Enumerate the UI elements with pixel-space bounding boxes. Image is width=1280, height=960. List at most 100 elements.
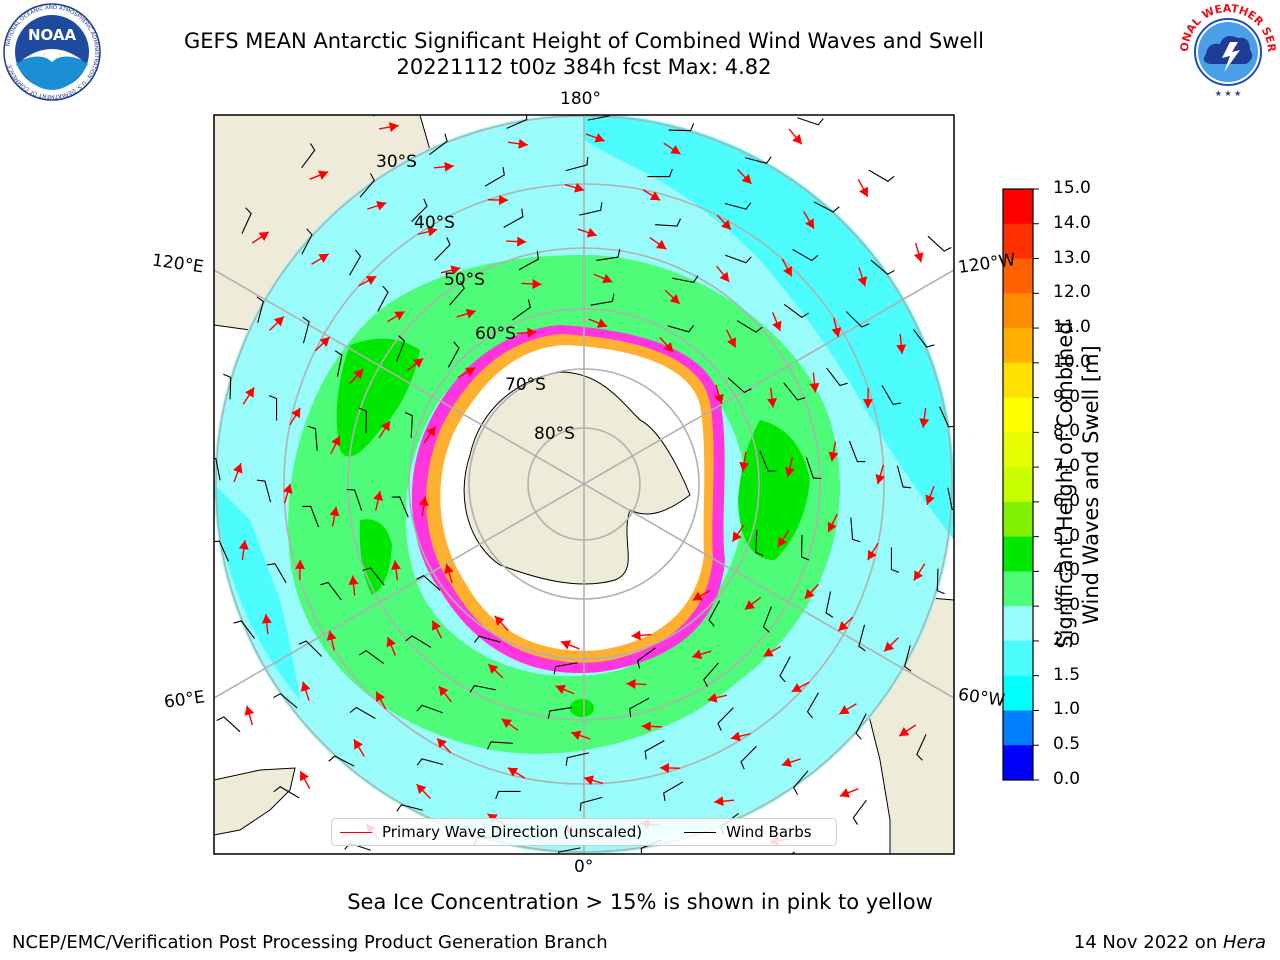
- wave-direction-arrowhead: [518, 138, 528, 149]
- wind-barb: [484, 167, 505, 187]
- wind-barb: [268, 395, 278, 421]
- wave-direction-arrowhead: [319, 337, 330, 347]
- graticule: [214, 115, 954, 854]
- noaa-logo: NOAA NATIONAL OCEANIC AND ATMOSPHERIC AD…: [3, 3, 101, 101]
- wind-barb: [845, 311, 870, 328]
- wave-direction-arrowhead: [925, 494, 935, 505]
- colorbar-tick-label: 4.0: [1053, 560, 1081, 581]
- wind-barb: [273, 693, 298, 709]
- wind-barb: [267, 563, 287, 584]
- wave-direction-arrowhead: [571, 730, 582, 741]
- colorbar-segment: [1003, 571, 1033, 607]
- wind-barb: [759, 450, 777, 472]
- wave-direction-arrowhead: [418, 496, 429, 507]
- wave-direction-arrowhead: [450, 265, 461, 276]
- wind-barb: [725, 254, 752, 264]
- wave-direction-arrowhead: [326, 630, 337, 641]
- colorbar-tick-label: 10.0: [1053, 351, 1091, 372]
- wind-barb: [404, 411, 413, 438]
- wave-direction-arrowhead: [899, 726, 910, 737]
- wind-barb: [416, 758, 444, 766]
- wind-barb: [579, 796, 603, 812]
- wave-direction-arrowhead: [913, 570, 923, 581]
- wave-direction-arrowhead: [416, 784, 427, 795]
- wind-barb: [553, 662, 578, 675]
- wave-direction-arrowhead: [464, 367, 476, 377]
- wave-direction-arrowhead: [781, 757, 792, 768]
- colorbar-tick-label: 13.0: [1053, 247, 1091, 268]
- colorbar-tick-label: 8.0: [1053, 421, 1081, 442]
- colorbar-segment: [1003, 710, 1033, 746]
- colorbar-segment: [1003, 328, 1033, 364]
- colorbar-tick-label: 0.5: [1053, 734, 1081, 755]
- wind-barb: [373, 115, 376, 117]
- wave-direction-arrowhead: [791, 683, 802, 692]
- lat-label-60s: 60°S: [475, 324, 516, 344]
- wind-barb: [359, 650, 385, 665]
- lat-label-80s: 80°S: [534, 424, 575, 444]
- wave-direction-arrowhead: [245, 387, 255, 398]
- wave-direction-arrowhead: [494, 615, 505, 626]
- wave-direction-arrowhead: [282, 483, 293, 494]
- wind-barb: [868, 169, 895, 182]
- wave-direction-arrowhead: [827, 521, 837, 533]
- wind-barb: [469, 684, 497, 693]
- colorbar: [1003, 188, 1039, 781]
- wave-direction-arrowhead: [273, 316, 284, 327]
- wind-barb: [518, 251, 539, 271]
- wave-direction-arrowhead: [692, 649, 703, 660]
- wave-direction-arrowhead: [594, 133, 605, 143]
- wind-barb: [667, 325, 695, 333]
- wave-direction-arrowhead: [527, 327, 537, 338]
- wave-direction-arrowhead: [353, 739, 363, 750]
- wind-barb: [512, 299, 531, 321]
- wave-direction-arrowhead: [626, 678, 636, 689]
- wind-barb: [870, 259, 895, 275]
- wind-barb: [703, 662, 719, 688]
- wave-direction-arrowhead: [317, 170, 329, 180]
- wave-direction-arrowhead: [913, 252, 924, 263]
- wind-barb: [663, 781, 684, 801]
- colorbar-tick-label: 11.0: [1053, 317, 1091, 338]
- wave-direction-arrowhead: [437, 738, 447, 749]
- noaa-logo-text: NOAA: [28, 26, 77, 44]
- colorbar-segment: [1003, 397, 1033, 433]
- lat-label-70s: 70°S: [505, 375, 546, 395]
- wind-barb: [396, 804, 423, 812]
- wind-barb: [579, 202, 603, 216]
- wind-barb: [416, 704, 443, 714]
- wave-direction-arrowhead: [488, 664, 499, 674]
- wind-barb: [273, 786, 300, 799]
- sea-ice-note: Sea Ice Concentration > 15% is shown in …: [347, 890, 933, 914]
- footer-date: 14 Nov 2022 on Hera: [1073, 932, 1266, 953]
- wave-direction-arrowhead: [727, 337, 736, 348]
- wind-barb: [434, 237, 451, 261]
- wind-barb: [359, 173, 375, 198]
- wind-barb: [346, 489, 363, 511]
- colorbar-segment: [1003, 675, 1033, 711]
- wave-direction-arrowhead: [741, 173, 752, 184]
- wind-barb: [334, 350, 343, 377]
- wind-barb: [565, 156, 589, 172]
- wind-barb: [391, 496, 409, 518]
- wave-direction-arrowhead: [804, 588, 815, 599]
- wind-barb: [298, 640, 323, 657]
- wave-direction-arrowhead: [373, 491, 384, 502]
- wind-barb: [740, 745, 757, 770]
- legend-item-wind-barbs: Wind Barbs: [676, 823, 812, 841]
- colorbar-segment: [1003, 745, 1033, 781]
- wave-direction-arrowhead: [719, 271, 730, 282]
- wind-barb: [637, 647, 656, 669]
- wave-direction-arrowhead: [596, 318, 608, 328]
- wave-direction-arrowhead: [839, 705, 850, 715]
- wave-direction-arrowhead: [258, 231, 269, 242]
- map-legend: Primary Wave Direction (unscaled) Wind B…: [331, 818, 837, 846]
- wave-direction-arrowhead: [498, 195, 509, 206]
- wind-barb: [896, 465, 912, 489]
- wave-direction-arrowhead: [730, 731, 741, 742]
- legend-label-wind-barbs: Wind Barbs: [726, 823, 812, 841]
- lat-label-40s: 40°S: [414, 213, 455, 233]
- wind-barb: [850, 517, 861, 543]
- wave-direction-arrowhead: [631, 630, 641, 641]
- legend-swatch-red-line: [340, 831, 372, 833]
